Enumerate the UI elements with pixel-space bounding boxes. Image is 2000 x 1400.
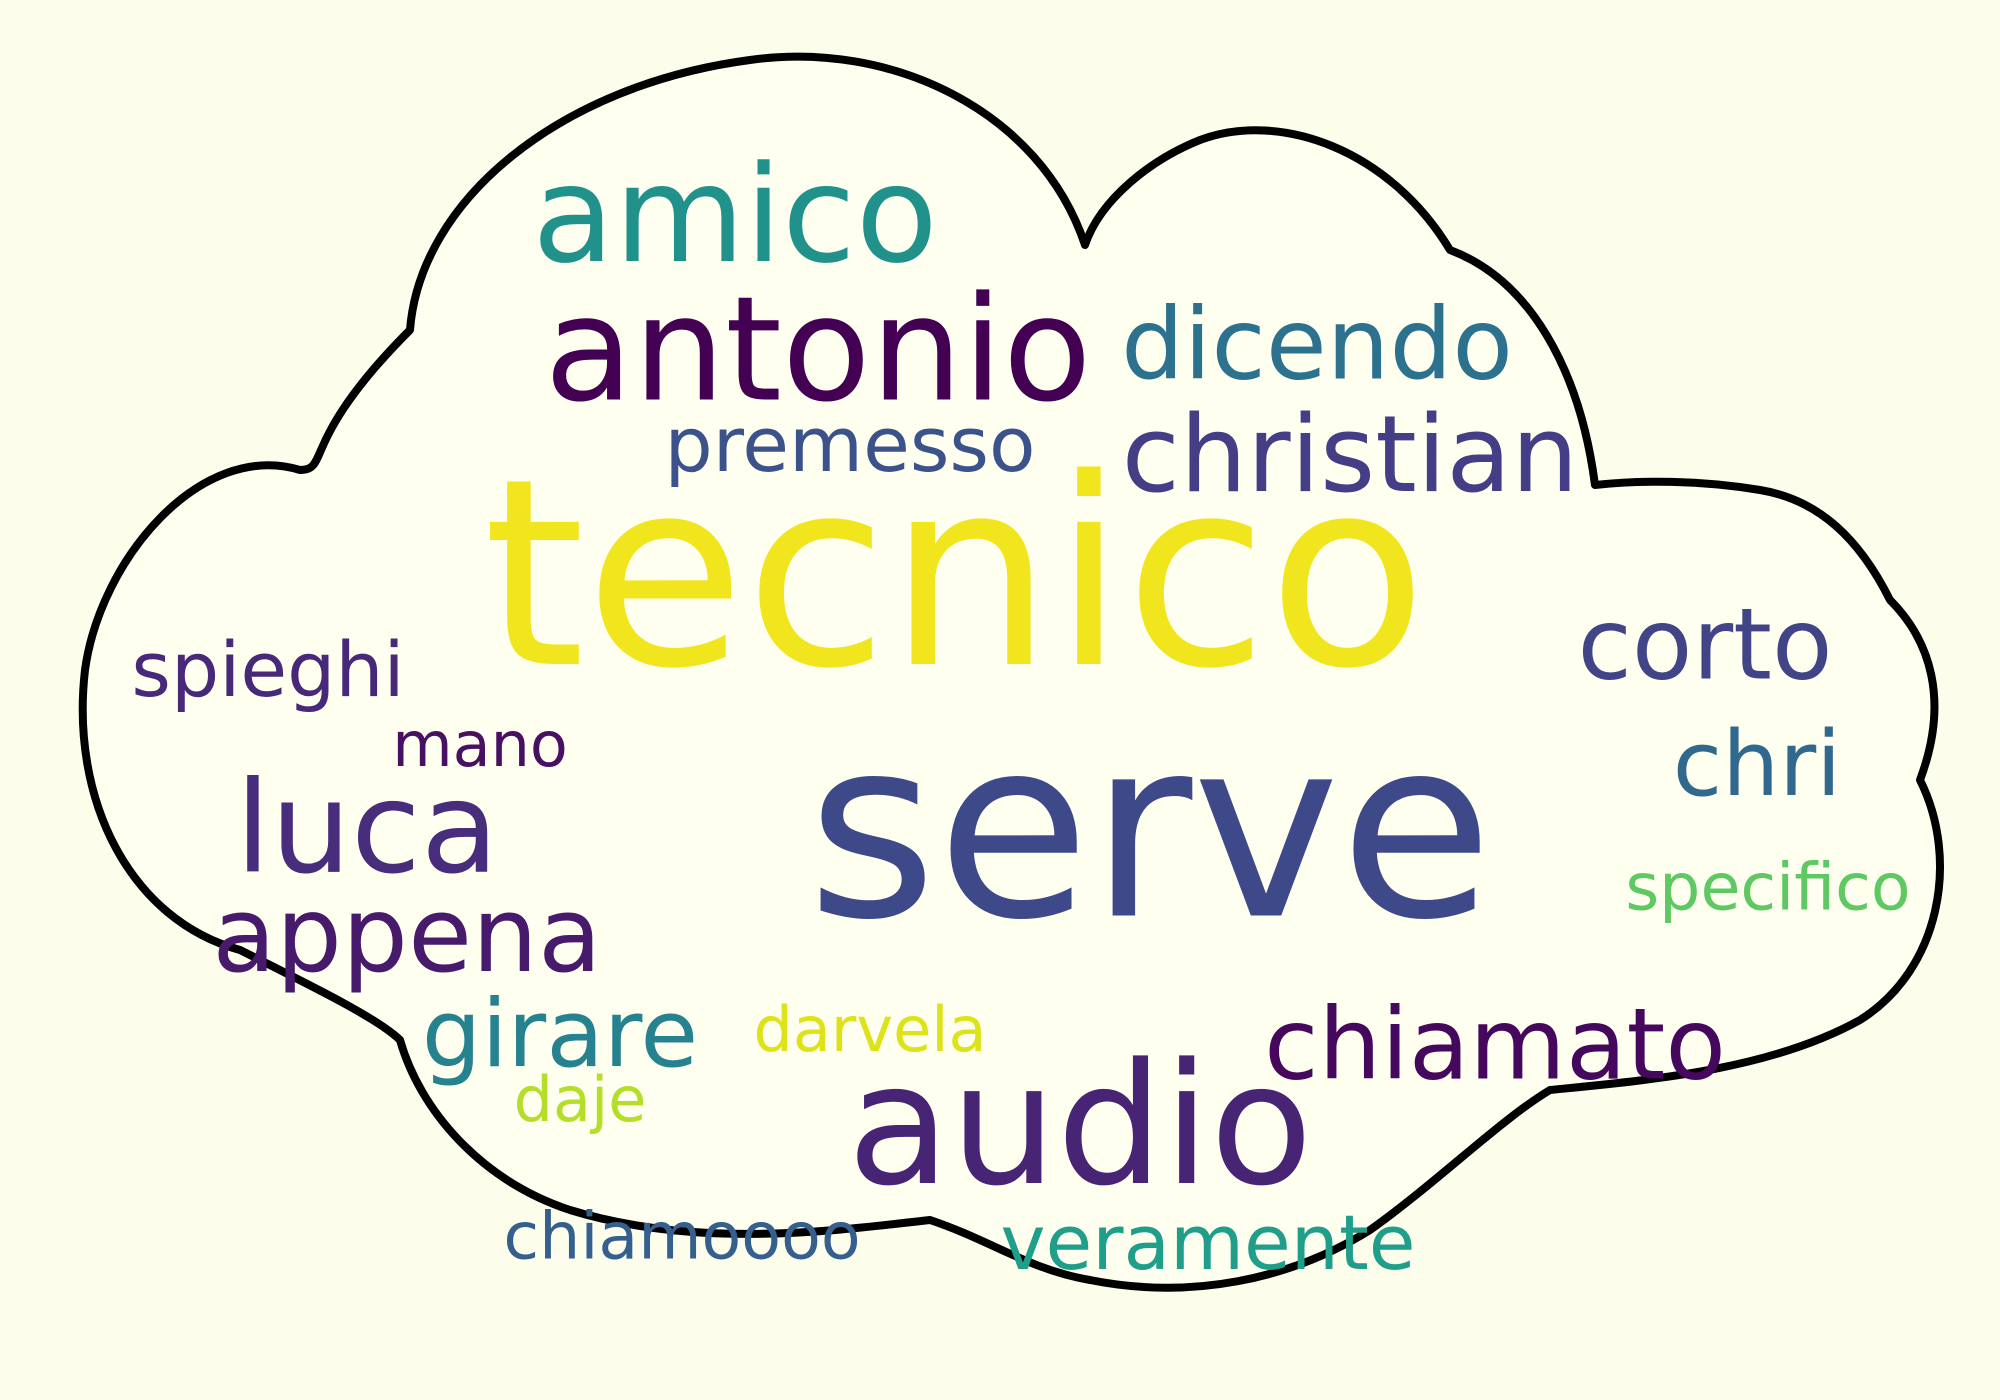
cloud-outline: [78, 52, 1944, 1292]
word-daje: daje: [513, 1063, 647, 1136]
word-corto: corto: [1577, 587, 1833, 703]
word-amico: amico: [532, 137, 938, 293]
word-chri: chri: [1672, 712, 1842, 817]
word-antonio: antonio: [544, 265, 1092, 435]
word-chiamato: chiamato: [1264, 987, 1726, 1103]
word-veramente: veramente: [1000, 1198, 1416, 1287]
word-darvela: darvela: [753, 993, 987, 1066]
word-audio: audio: [847, 1027, 1313, 1223]
word-specifico: specifico: [1625, 850, 1911, 926]
word-serve: serve: [807, 684, 1493, 975]
word-mano: mano: [392, 708, 568, 781]
word-spieghi: spieghi: [131, 625, 405, 714]
word-christian: christian: [1121, 393, 1579, 516]
word-premesso: premesso: [664, 400, 1036, 489]
word-tecnico: tecnico: [483, 424, 1427, 726]
word-chiamoooo: chiamoooo: [503, 1199, 861, 1275]
word-appena: appena: [212, 874, 602, 996]
word-girare: girare: [421, 980, 699, 1089]
word-luca: luca: [235, 753, 499, 902]
word-dicendo: dicendo: [1121, 287, 1513, 403]
